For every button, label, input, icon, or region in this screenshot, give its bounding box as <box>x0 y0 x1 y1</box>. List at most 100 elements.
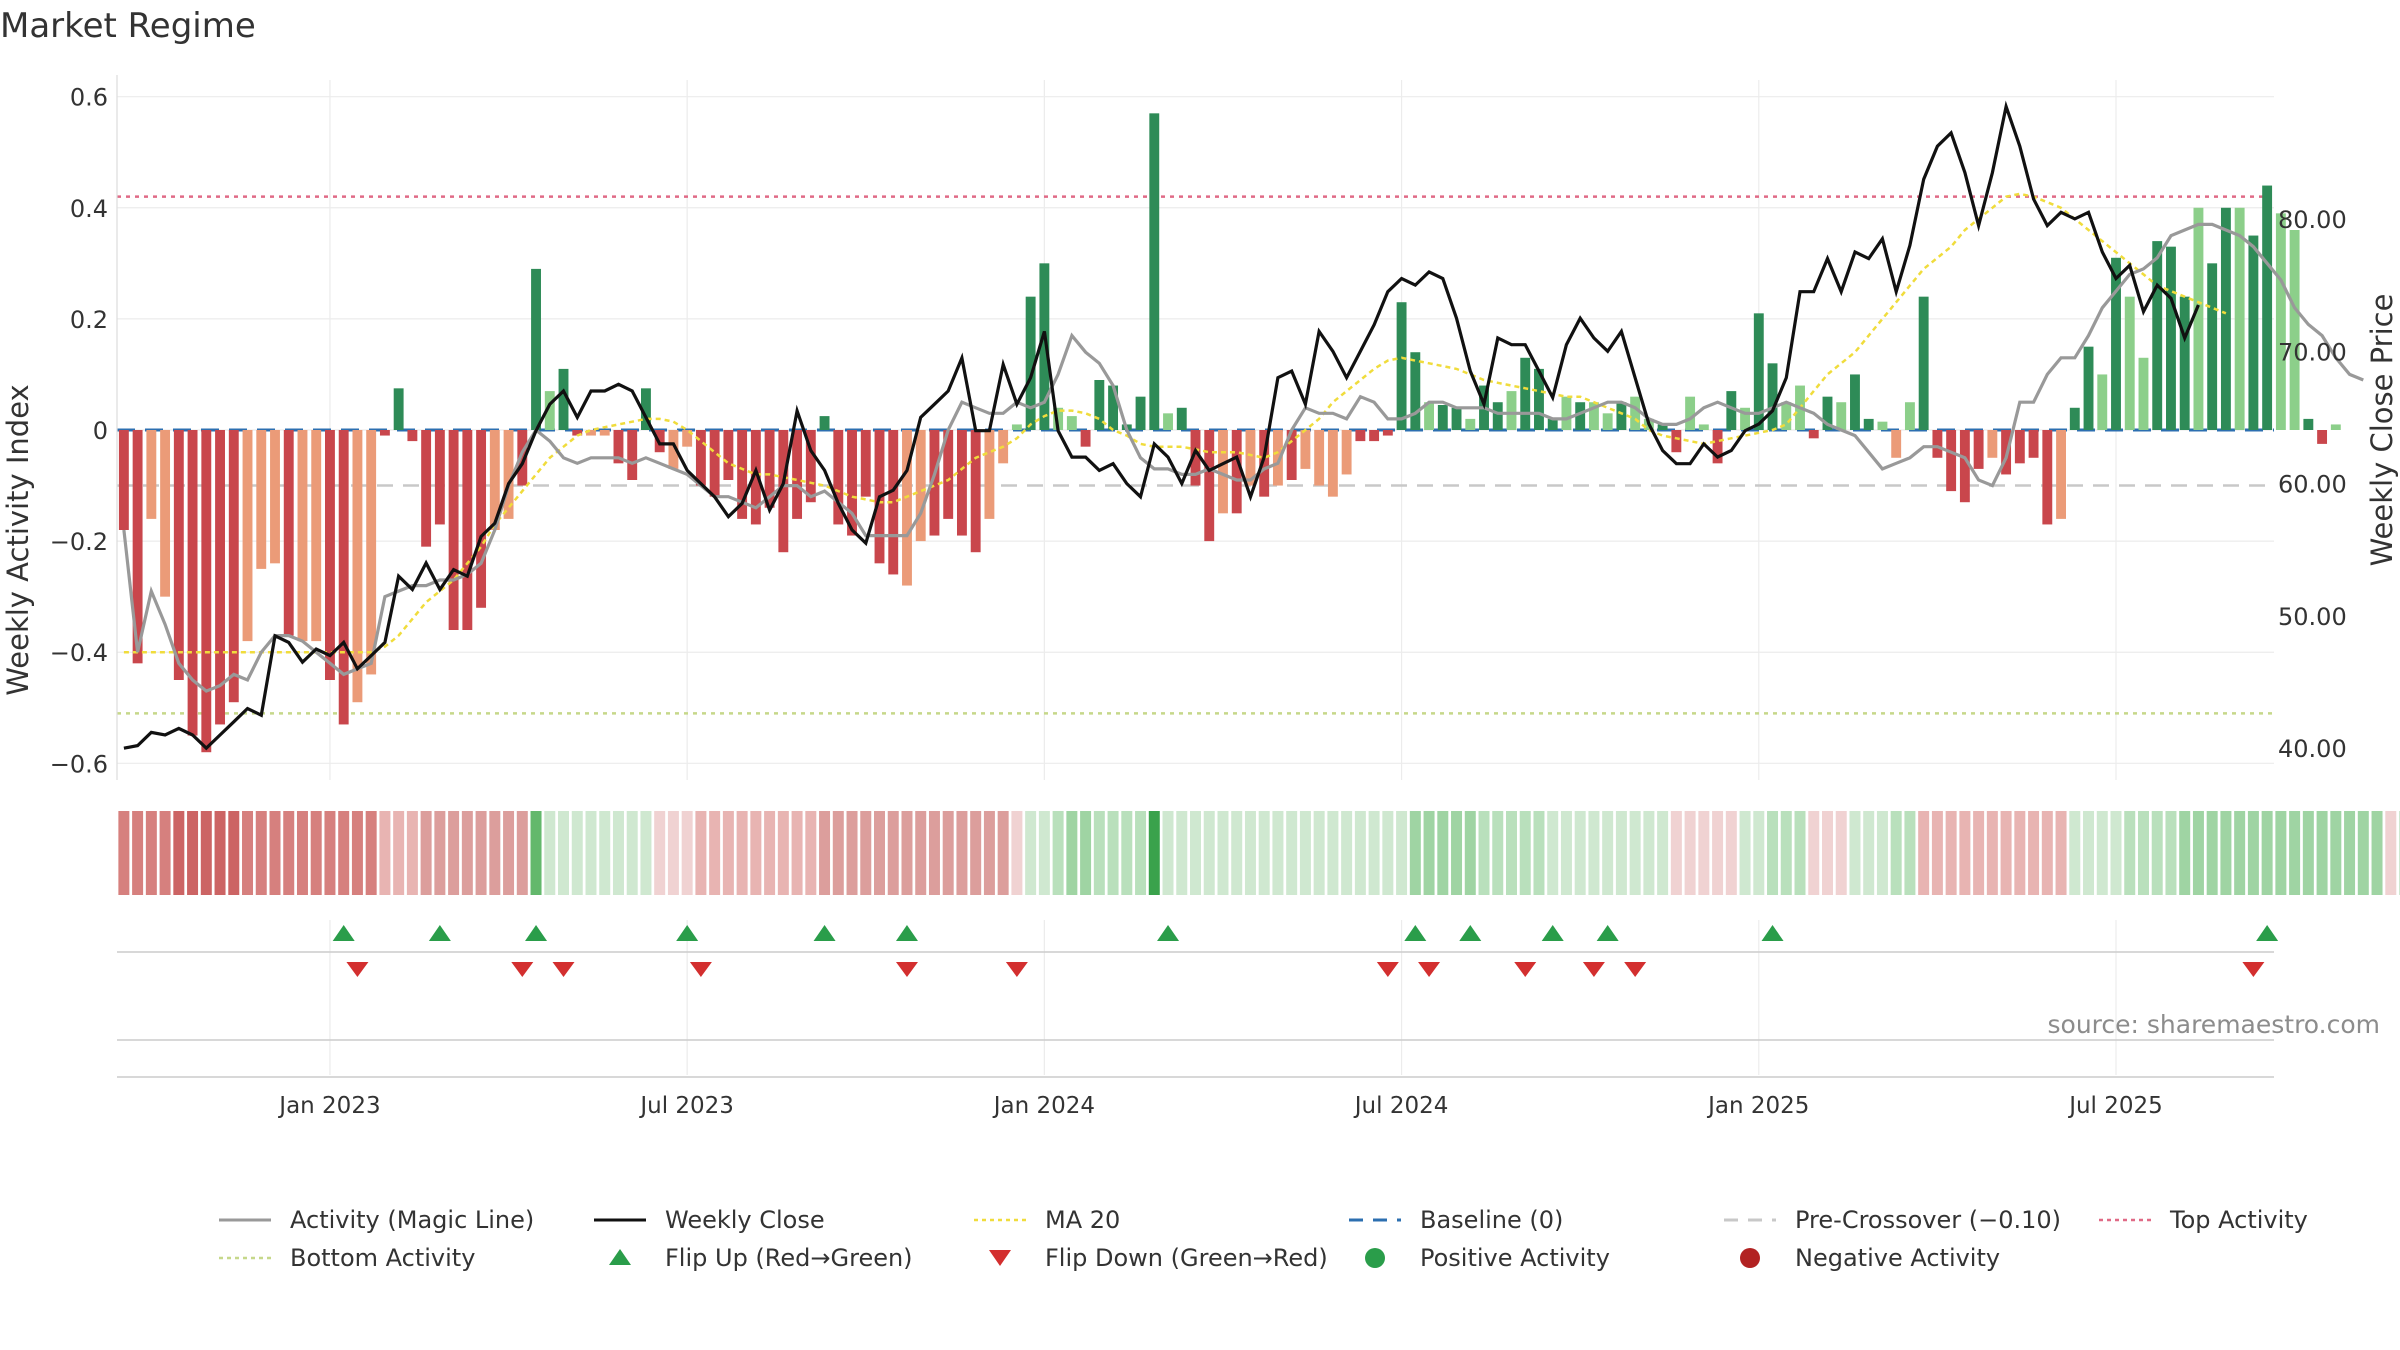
activity-bar <box>215 430 225 725</box>
activity-bar <box>1094 380 1105 430</box>
y-left-tick-label: 0.6 <box>70 84 108 112</box>
activity-bar <box>2056 430 2066 519</box>
y-left-tick-label: −0.4 <box>50 639 108 667</box>
regime-cell <box>2261 811 2273 895</box>
activity-bar <box>2289 230 2300 430</box>
activity-bar <box>1588 402 1599 430</box>
activity-bar <box>888 430 899 575</box>
x-tick-label: Jul 2024 <box>1353 1093 1449 1119</box>
flip-down-marker <box>1582 962 1605 977</box>
swatch-circle <box>1365 1248 1385 1268</box>
regime-cell <box>1203 811 1215 895</box>
regime-cell <box>2000 811 2012 895</box>
legend-swatch <box>219 1256 271 1260</box>
activity-bar <box>737 430 748 519</box>
regime-cell <box>1244 811 1256 895</box>
activity-bar <box>1300 430 1311 469</box>
regime-cell <box>860 811 872 895</box>
y-right-tick-label: 80.00 <box>2278 206 2347 234</box>
activity-bar <box>1836 402 1847 430</box>
regime-cell <box>1478 811 1490 895</box>
activity-bar <box>1176 407 1187 430</box>
regime-cell <box>365 811 377 895</box>
regime-cell <box>1354 811 1366 895</box>
activity-bar <box>352 430 363 703</box>
regime-cell <box>1945 811 1957 895</box>
activity-bar <box>1850 374 1860 430</box>
regime-cell <box>1080 811 1092 895</box>
activity-bar <box>242 430 253 642</box>
regime-cell <box>1849 811 1861 895</box>
activity-bar <box>1245 430 1256 486</box>
legend-swatch <box>974 1218 1026 1222</box>
activity-bar <box>1465 418 1476 430</box>
regime-cell <box>764 811 776 895</box>
regime-cell <box>1409 811 1421 895</box>
regime-cell <box>2289 811 2301 895</box>
regime-cell <box>846 811 858 895</box>
regime-cell <box>2192 811 2204 895</box>
activity-bar <box>1753 313 1764 430</box>
weekly-close-line <box>123 100 2200 751</box>
activity-bar <box>2069 407 2080 430</box>
activity-bar <box>902 430 912 586</box>
activity-bar <box>1987 430 1998 458</box>
activity-bar <box>2152 241 2163 430</box>
legend-label: Baseline (0) <box>1420 1206 1564 1234</box>
x-tick-label: Jan 2023 <box>277 1093 380 1119</box>
activity-bar <box>1932 430 1943 458</box>
activity-bar <box>2262 185 2273 430</box>
regime-cell <box>736 811 748 895</box>
activity-bar <box>1671 430 1682 453</box>
regime-cell <box>2137 811 2149 895</box>
regime-cell <box>1629 811 1641 895</box>
flip-up-marker <box>2256 925 2279 941</box>
regime-cell <box>2206 811 2218 895</box>
activity-bar <box>2220 207 2231 430</box>
activity-bar <box>1712 430 1723 464</box>
activity-bar <box>599 430 610 436</box>
legend-swatch <box>1724 1218 1776 1222</box>
activity-bar <box>325 430 335 680</box>
regime-cell <box>1231 811 1243 895</box>
regime-cell <box>2247 811 2259 895</box>
activity-bar <box>201 430 212 753</box>
regime-cell <box>2069 811 2081 895</box>
legend-label: MA 20 <box>1045 1206 1121 1234</box>
activity-bar <box>1272 430 1283 486</box>
flip-up-marker <box>428 925 451 941</box>
regime-cell <box>1753 811 1765 895</box>
y-right-tick-label: 60.00 <box>2278 471 2347 499</box>
regime-cell <box>2014 811 2026 895</box>
activity-bar <box>1698 424 1709 430</box>
regime-cell <box>2234 811 2246 895</box>
regime-cell <box>915 811 927 895</box>
regime-cell <box>173 811 185 895</box>
swatch-tri-down <box>989 1250 1011 1266</box>
activity-bar <box>792 430 803 519</box>
flip-up-marker <box>813 925 836 941</box>
regime-cell <box>1863 811 1875 895</box>
activity-bar <box>531 268 541 430</box>
regime-cell <box>819 811 831 895</box>
x-tick-label: Jul 2023 <box>638 1093 734 1119</box>
regime-cell <box>983 811 995 895</box>
activity-bar <box>503 430 514 519</box>
flip-up-marker <box>1596 925 1619 941</box>
activity-bar <box>1973 430 1984 469</box>
regime-cell <box>681 811 693 895</box>
activity-bar <box>2193 207 2204 430</box>
activity-bar <box>1863 418 1874 430</box>
regime-cell <box>2220 811 2232 895</box>
regime-cell <box>1135 811 1147 895</box>
regime-cell <box>1437 811 1449 895</box>
activity-bar <box>173 430 184 680</box>
legend-swatch <box>609 1249 631 1265</box>
regime-cell <box>118 811 130 895</box>
regime-cell <box>1066 811 1078 895</box>
activity-bar <box>915 430 926 542</box>
activity-bar <box>723 430 734 480</box>
regime-cell <box>571 811 583 895</box>
regime-cell <box>722 811 734 895</box>
flip-up-marker <box>1541 925 1564 941</box>
